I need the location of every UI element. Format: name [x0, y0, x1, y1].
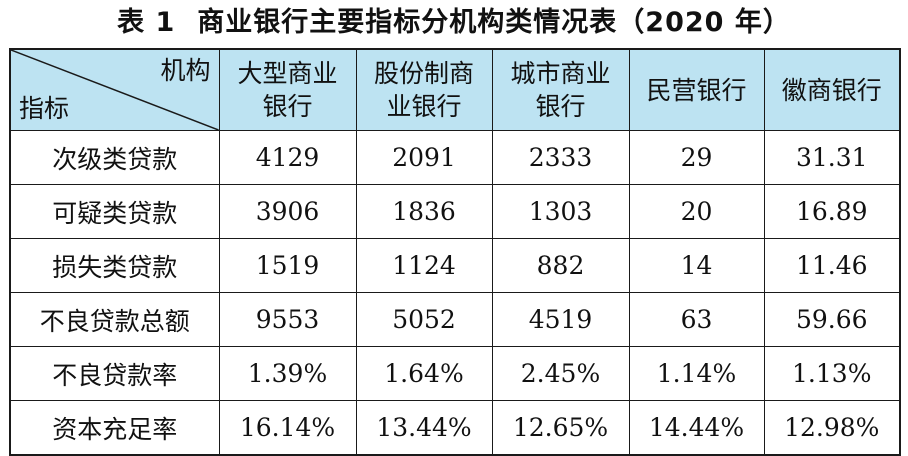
column-header-line: 徽商银行 [781, 75, 882, 105]
corner-row-header: 指标 [19, 94, 70, 123]
column-header-line: 业银行 [386, 92, 462, 121]
table-cell: 1.13% [763, 346, 901, 401]
table-cell: 9553 [218, 292, 357, 347]
row-label: 次级类贷款 [9, 130, 220, 185]
table-cell: 1124 [355, 238, 493, 293]
table-cell: 12.65% [491, 400, 630, 456]
corner-header-cell: 机构 指标 [9, 48, 220, 131]
table-cell: 1303 [491, 184, 630, 239]
column-header-private-banks: 民营银行 [628, 48, 765, 131]
table-row: 次级类贷款 4129 2091 2333 29 31.31 [9, 130, 901, 185]
row-label: 可疑类贷款 [9, 184, 220, 239]
table-cell: 11.46 [763, 238, 901, 293]
table-cell: 59.66 [763, 292, 901, 347]
column-header-city-banks: 城市商业 银行 [491, 48, 630, 131]
table-cell: 1.14% [628, 346, 765, 401]
table-cell: 2.45% [491, 346, 630, 401]
table-cell: 4129 [218, 130, 357, 185]
table-number: 表 1 [117, 7, 176, 38]
table-row: 不良贷款率 1.39% 1.64% 2.45% 1.14% 1.13% [9, 346, 901, 401]
row-label: 损失类贷款 [9, 238, 220, 293]
table-cell: 16.14% [218, 400, 357, 456]
table-cell: 63 [628, 292, 765, 347]
table-row: 资本充足率 16.14% 13.44% 12.65% 14.44% 12.98% [9, 400, 901, 456]
table-cell: 12.98% [763, 400, 901, 456]
row-label: 不良贷款总额 [9, 292, 220, 347]
table-cell: 2091 [355, 130, 493, 185]
column-header-large-banks: 大型商业 银行 [218, 48, 357, 131]
row-label: 不良贷款率 [9, 346, 220, 401]
corner-diagonal-line [11, 50, 219, 130]
table-cell: 1.64% [355, 346, 493, 401]
table-cell: 29 [628, 130, 765, 185]
column-header-huishang-bank: 徽商银行 [763, 48, 901, 131]
table-cell: 1.39% [218, 346, 357, 401]
column-header-joint-stock-banks: 股份制商 业银行 [355, 48, 493, 131]
table-cell: 1519 [218, 238, 357, 293]
table-cell: 3906 [218, 184, 357, 239]
table-cell: 16.89 [763, 184, 901, 239]
header-row: 机构 指标 大型商业 银行 股份制商 业银行 城市商业 银行 民营银行 徽商银行 [9, 48, 901, 131]
column-header-line: 股份制商 [373, 59, 474, 88]
table-cell: 4519 [491, 292, 630, 347]
table-caption: 商业银行主要指标分机构类情况表（2020 年） [197, 7, 791, 38]
table-row: 不良贷款总额 9553 5052 4519 63 59.66 [9, 292, 901, 347]
table-title: 表 1 商业银行主要指标分机构类情况表（2020 年） [0, 0, 908, 46]
corner-column-header: 机构 [160, 56, 211, 85]
column-header-line: 大型商业 [237, 59, 338, 88]
table-cell: 13.44% [355, 400, 493, 456]
table-row: 可疑类贷款 3906 1836 1303 20 16.89 [9, 184, 901, 239]
table-cell: 1836 [355, 184, 493, 239]
table-cell: 14 [628, 238, 765, 293]
table-row: 损失类贷款 1519 1124 882 14 11.46 [9, 238, 901, 293]
table-cell: 2333 [491, 130, 630, 185]
column-header-line: 民营银行 [646, 75, 747, 105]
column-header-line: 城市商业 [510, 59, 611, 88]
table-cell: 20 [628, 184, 765, 239]
bank-indicators-table: 机构 指标 大型商业 银行 股份制商 业银行 城市商业 银行 民营银行 徽商银行 [9, 48, 901, 456]
table-cell: 5052 [355, 292, 493, 347]
row-label: 资本充足率 [9, 400, 220, 456]
table-cell: 31.31 [763, 130, 901, 185]
table-cell: 882 [491, 238, 630, 293]
column-header-line: 银行 [262, 92, 313, 121]
column-header-line: 银行 [535, 92, 586, 121]
table-cell: 14.44% [628, 400, 765, 456]
